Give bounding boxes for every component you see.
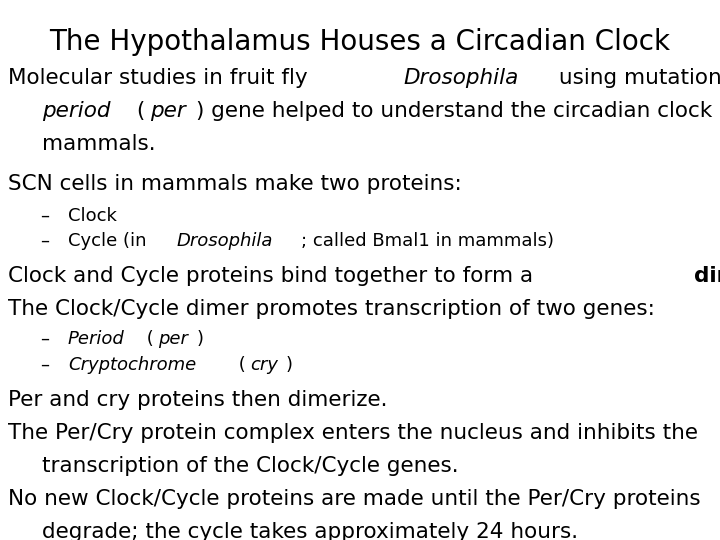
Text: –: –	[40, 207, 49, 225]
Text: (: (	[130, 101, 145, 121]
Text: (: (	[141, 330, 154, 348]
Text: period: period	[42, 101, 110, 121]
Text: Period: Period	[68, 330, 125, 348]
Text: The Hypothalamus Houses a Circadian Clock: The Hypothalamus Houses a Circadian Cloc…	[50, 28, 670, 56]
Text: The Clock/Cycle dimer promotes transcription of two genes:: The Clock/Cycle dimer promotes transcrip…	[8, 299, 655, 319]
Text: No new Clock/Cycle proteins are made until the Per/Cry proteins: No new Clock/Cycle proteins are made unt…	[8, 489, 701, 509]
Text: ): )	[197, 330, 203, 348]
Text: –: –	[40, 232, 49, 250]
Text: SCN cells in mammals make two proteins:: SCN cells in mammals make two proteins:	[8, 174, 462, 194]
Text: Per and cry proteins then dimerize.: Per and cry proteins then dimerize.	[8, 390, 387, 410]
Text: Drosophila: Drosophila	[176, 232, 273, 250]
Text: Drosophila: Drosophila	[403, 68, 518, 88]
Text: Cycle (in: Cycle (in	[68, 232, 152, 250]
Text: Molecular studies in fruit fly: Molecular studies in fruit fly	[8, 68, 315, 88]
Text: Clock: Clock	[68, 207, 117, 225]
Text: –: –	[40, 356, 49, 374]
Text: Cryptochrome: Cryptochrome	[68, 356, 197, 374]
Text: per: per	[158, 330, 187, 348]
Text: Clock and Cycle proteins bind together to form a: Clock and Cycle proteins bind together t…	[8, 266, 540, 286]
Text: mammals.: mammals.	[42, 134, 156, 154]
Text: per: per	[150, 101, 186, 121]
Text: degrade; the cycle takes approximately 24 hours.: degrade; the cycle takes approximately 2…	[42, 522, 578, 540]
Text: cry: cry	[250, 356, 278, 374]
Text: using mutations of the: using mutations of the	[552, 68, 720, 88]
Text: (: (	[233, 356, 246, 374]
Text: ): )	[286, 356, 293, 374]
Text: ) gene helped to understand the circadian clock in: ) gene helped to understand the circadia…	[196, 101, 720, 121]
Text: transcription of the Clock/Cycle genes.: transcription of the Clock/Cycle genes.	[42, 456, 459, 476]
Text: The Per/Cry protein complex enters the nucleus and inhibits the: The Per/Cry protein complex enters the n…	[8, 423, 698, 443]
Text: ; called Bmal1 in mammals): ; called Bmal1 in mammals)	[301, 232, 554, 250]
Text: –: –	[40, 330, 49, 348]
Text: dimer: dimer	[695, 266, 720, 286]
